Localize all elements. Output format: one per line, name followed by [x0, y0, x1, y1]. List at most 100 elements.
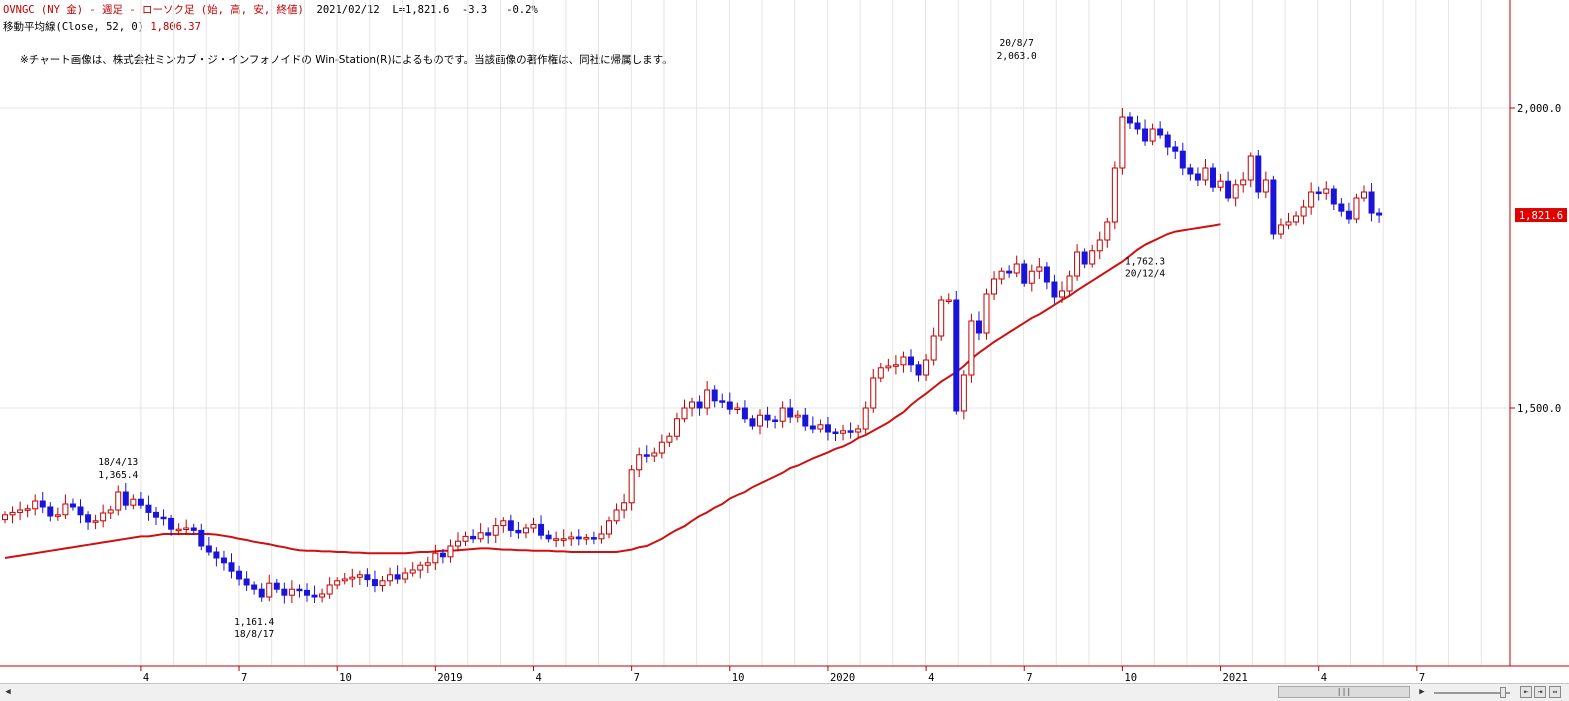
candle-body — [304, 589, 310, 596]
candle — [1006, 265, 1013, 278]
candle — [877, 363, 884, 383]
zoom-in-icon[interactable]: ⇥ — [1534, 686, 1546, 698]
candle — [273, 579, 280, 593]
candle-body — [1330, 188, 1337, 205]
candle-body — [696, 401, 703, 409]
candle-body — [636, 454, 643, 471]
candle — [764, 406, 771, 428]
candle — [32, 494, 39, 516]
candle-body — [168, 517, 175, 530]
candle — [749, 415, 756, 430]
axes: 1,500.0 2,000.0 4 7 10 2019 4 7 10 2020 4 7 10 2021 4 7… — [0, 0, 1569, 683]
candle-body — [54, 514, 61, 517]
candle-body — [9, 511, 16, 516]
candle — [183, 519, 190, 535]
candle-body — [1051, 281, 1058, 298]
candle-body — [991, 278, 998, 295]
candle — [1036, 258, 1043, 279]
candle-body — [1164, 134, 1171, 148]
candle-body — [1240, 179, 1247, 186]
candle — [1028, 264, 1035, 292]
candle-body — [1277, 224, 1284, 235]
candle — [1293, 211, 1300, 226]
candle-body — [47, 506, 54, 517]
horizontal-scrollbar[interactable]: ◀ ||| ▶ ⇤ ⇥ ⇔ — [0, 683, 1569, 701]
candle-body — [160, 516, 167, 520]
candle — [462, 531, 469, 546]
candle-body — [379, 580, 386, 587]
candle-body — [1194, 173, 1201, 181]
candle — [1051, 274, 1058, 304]
annotation-price: 1,365.4 — [98, 470, 138, 481]
candle — [1142, 119, 1149, 146]
candle-body — [153, 511, 159, 518]
candle — [1043, 262, 1050, 290]
candle-body — [1172, 146, 1179, 152]
fit-view-icon[interactable]: ⇔ — [1549, 686, 1561, 698]
candle — [447, 539, 454, 563]
ma-value: 1,806.37 — [150, 21, 201, 33]
candle — [960, 370, 967, 420]
last-price-tag — [1515, 208, 1567, 223]
x-tick-label: 4 — [1321, 672, 1327, 683]
scrollbar-thumb[interactable]: ||| — [1278, 686, 1410, 698]
candle — [1353, 193, 1360, 224]
candle — [470, 529, 477, 543]
candle — [1270, 175, 1277, 240]
candle-body — [439, 552, 446, 558]
candle-body — [643, 454, 650, 457]
candle — [500, 517, 507, 533]
candle — [371, 570, 378, 593]
candle-body — [39, 500, 46, 508]
zoom-slider-track[interactable] — [1434, 692, 1510, 694]
candle-body — [1157, 128, 1164, 136]
candle-body — [1187, 167, 1194, 175]
candlestick-chart[interactable]: 18/4/13 1,365.4 1,161.418/8/17 20/8/7 2,063.… — [0, 0, 1569, 683]
candle — [689, 397, 696, 417]
candle — [439, 549, 446, 564]
annotations: 18/4/13 1,365.4 1,161.418/8/17 20/8/7 2,063.… — [98, 38, 1165, 640]
candle-body — [681, 407, 688, 420]
candle — [319, 588, 326, 603]
candle — [840, 424, 847, 441]
candle-body — [583, 537, 590, 540]
candle-body — [311, 594, 318, 598]
candle-body — [983, 293, 990, 334]
x-tick-label: 7 — [634, 672, 640, 683]
candle — [704, 381, 711, 416]
candle-body — [1345, 210, 1352, 220]
grid-lines — [0, 0, 1510, 666]
candle — [915, 361, 922, 382]
candle — [590, 531, 597, 545]
candle-body — [651, 452, 658, 457]
candle — [198, 523, 205, 551]
zoom-slider-knob[interactable] — [1500, 687, 1506, 698]
candle-body — [719, 400, 726, 403]
candle-body — [1111, 167, 1118, 223]
scroll-right-icon[interactable]: ▶ — [1419, 687, 1425, 697]
x-tick-label: 7 — [1419, 672, 1425, 683]
candle — [47, 502, 54, 522]
candle-body — [1179, 150, 1186, 169]
candle-body — [953, 299, 960, 412]
candle — [1066, 270, 1073, 297]
annotation-price: 1,762.3 — [1125, 257, 1165, 268]
candle — [1104, 217, 1111, 248]
candle-body — [757, 414, 763, 427]
candle — [1021, 259, 1028, 287]
candle — [69, 498, 76, 511]
scroll-left-icon[interactable]: ◀ — [5, 687, 11, 697]
candle-body — [885, 365, 892, 369]
candle-body — [1285, 221, 1292, 226]
candle-body — [998, 270, 1005, 280]
candle — [243, 571, 250, 591]
candle-body — [522, 527, 529, 534]
candle — [228, 553, 235, 579]
candle-body — [628, 469, 635, 504]
candle — [545, 530, 552, 543]
candle — [2, 511, 8, 524]
zoom-out-icon[interactable]: ⇤ — [1520, 686, 1532, 698]
candle-body — [908, 356, 914, 366]
candle — [991, 271, 998, 300]
candle — [1300, 199, 1307, 225]
